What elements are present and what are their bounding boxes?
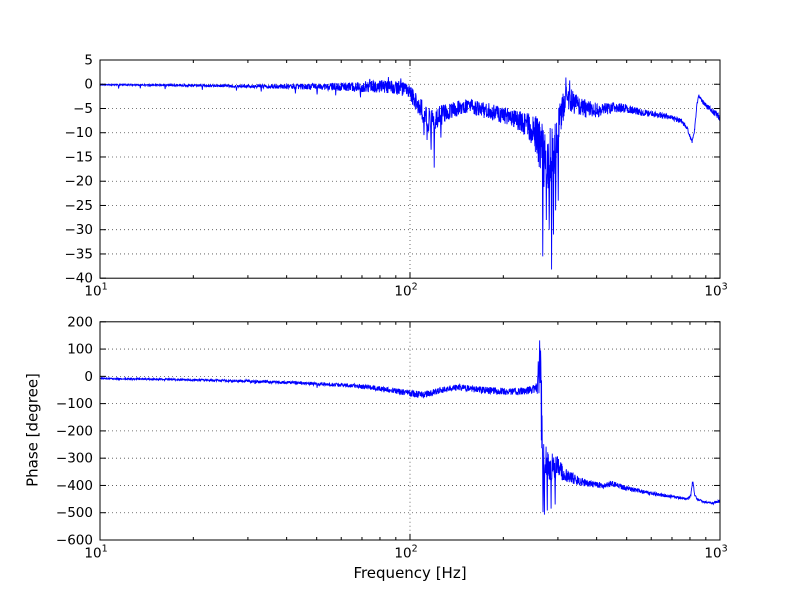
phase-curve (100, 340, 720, 515)
x-tick-label: 101 (84, 282, 107, 300)
x-tick-label: 102 (394, 282, 417, 300)
y-tick-label: −400 (56, 478, 93, 494)
y-tick-label: −20 (65, 174, 94, 190)
y-tick-label: −500 (56, 505, 93, 521)
x-tick-label: 101 (84, 544, 107, 562)
y-tick-label: −600 (56, 533, 93, 549)
y-tick-label: −10 (65, 125, 94, 141)
x-tick-label: 103 (704, 282, 727, 300)
axes-spines (99, 321, 721, 541)
y-tick-label: −300 (56, 451, 93, 467)
frequency-x-axis-label: Frequency [Hz] (353, 564, 467, 582)
y-tick-label: −30 (65, 222, 94, 238)
y-tick-label: −15 (65, 149, 94, 165)
y-tick-label: −5 (73, 101, 93, 117)
x-tick-label: 103 (704, 544, 727, 562)
phase-y-axis-label: Phase [degree] (23, 373, 42, 487)
y-tick-label: −40 (65, 271, 94, 287)
magnitude-curve (100, 76, 720, 270)
axes-spines (99, 59, 721, 279)
y-tick-label: 5 (84, 53, 93, 69)
y-tick-label: 0 (84, 77, 93, 93)
y-tick-label: −35 (65, 246, 94, 262)
y-tick-label: 200 (67, 314, 93, 330)
y-tick-label: −100 (56, 396, 93, 412)
y-tick-label: 100 (67, 342, 93, 358)
x-tick-label: 102 (394, 544, 417, 562)
y-tick-label: 0 (84, 369, 93, 385)
y-tick-label: −200 (56, 423, 93, 439)
y-tick-label: −25 (65, 198, 94, 214)
